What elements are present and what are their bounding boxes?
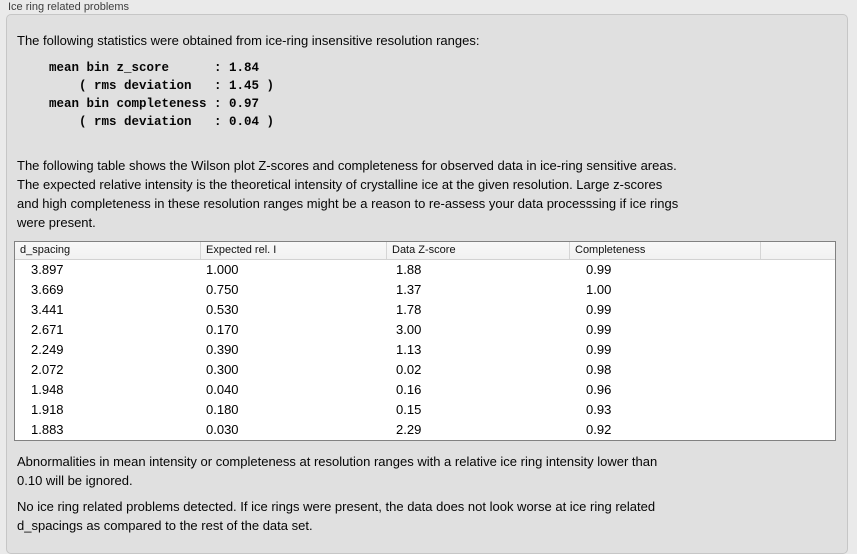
text-line: d_spacings as compared to the rest of th… [17, 518, 313, 533]
column-header-completeness[interactable]: Completeness [570, 242, 761, 259]
table-cell: 1.88 [396, 262, 422, 277]
table-cell: 1.78 [396, 302, 422, 317]
table-cell: 1.13 [396, 342, 422, 357]
table-row[interactable]: 2.249 0.390 1.13 0.99 [15, 340, 835, 360]
text-line: No ice ring related problems detected. I… [17, 499, 656, 514]
table-cell: 1.000 [206, 262, 239, 277]
ice-ring-panel: The following statistics were obtained f… [6, 14, 848, 554]
table-cell: 0.92 [586, 422, 612, 437]
table-body: 3.897 1.000 1.88 0.99 3.669 0.750 1.37 1.00 3.44… [15, 260, 835, 440]
table-cell: 0.170 [206, 322, 239, 337]
statistics-text: mean bin z_score : 1.84 ( rms deviation … [49, 61, 275, 129]
table-description: The following table shows the Wilson plo… [17, 156, 847, 232]
ice-ring-report-window: { "section": { "label": "Ice ring relate… [6, 1, 848, 554]
table-cell-empty [761, 300, 835, 320]
table-cell: 1.948 [31, 382, 64, 397]
table-cell-empty [761, 400, 835, 420]
section-title: Ice ring related problems [8, 1, 130, 13]
table-cell: 1.883 [31, 422, 64, 437]
table-cell: 3.669 [31, 282, 64, 297]
table-cell-empty [761, 320, 835, 340]
table-cell: 0.300 [206, 362, 239, 377]
table-cell: 0.750 [206, 282, 239, 297]
table-cell: 0.040 [206, 382, 239, 397]
table-row[interactable]: 3.441 0.530 1.78 0.99 [15, 300, 835, 320]
text-line: Abnormalities in mean intensity or compl… [17, 454, 658, 469]
text-line: The expected relative intensity is the t… [17, 177, 663, 192]
ignore-note: Abnormalities in mean intensity or compl… [17, 452, 847, 490]
table-cell: 0.99 [586, 322, 612, 337]
text-line: were present. [17, 215, 96, 230]
text-line: and high completeness in these resolutio… [17, 196, 679, 211]
text-line: The following table shows the Wilson plo… [17, 158, 677, 173]
table-row[interactable]: 2.671 0.170 3.00 0.99 [15, 320, 835, 340]
table-cell: 0.15 [396, 402, 422, 417]
table-row[interactable]: 2.072 0.300 0.02 0.98 [15, 360, 835, 380]
table-cell: 1.918 [31, 402, 64, 417]
table-row[interactable]: 1.918 0.180 0.15 0.93 [15, 400, 835, 420]
table-cell: 3.441 [31, 302, 64, 317]
table-cell: 0.02 [396, 362, 422, 377]
table-cell: 0.030 [206, 422, 239, 437]
table-cell: 0.98 [586, 362, 612, 377]
table-cell: 2.072 [31, 362, 64, 377]
table-cell: 2.671 [31, 322, 64, 337]
table-cell: 0.99 [586, 342, 612, 357]
conclusion-text: No ice ring related problems detected. I… [17, 497, 847, 535]
table-cell-empty [761, 380, 835, 400]
intro-text: The following statistics were obtained f… [17, 33, 480, 48]
table-cell: 0.96 [586, 382, 612, 397]
table-cell-empty [761, 260, 835, 280]
table-cell: 0.390 [206, 342, 239, 357]
column-header-empty[interactable] [761, 242, 835, 259]
column-header-d-spacing[interactable]: d_spacing [15, 242, 201, 259]
table-cell: 3.00 [396, 322, 422, 337]
table-row[interactable]: 1.883 0.030 2.29 0.92 [15, 420, 835, 440]
table-header-row: d_spacing Expected rel. I Data Z-score Comp… [15, 242, 835, 260]
table-cell: 1.37 [396, 282, 422, 297]
text-line: 0.10 will be ignored. [17, 473, 133, 488]
table-cell: 1.00 [586, 282, 612, 297]
table-cell: 0.180 [206, 402, 239, 417]
table-cell: 0.530 [206, 302, 239, 317]
table-cell: 0.99 [586, 302, 612, 317]
table-row[interactable]: 3.669 0.750 1.37 1.00 [15, 280, 835, 300]
column-header-data-z-score[interactable]: Data Z-score [387, 242, 570, 259]
table-cell-empty [761, 420, 835, 440]
table-row[interactable]: 3.897 1.000 1.88 0.99 [15, 260, 835, 280]
table-cell: 2.29 [396, 422, 422, 437]
table-cell: 0.99 [586, 262, 612, 277]
table-row[interactable]: 1.948 0.040 0.16 0.96 [15, 380, 835, 400]
table-cell: 0.16 [396, 382, 422, 397]
table-cell: 0.93 [586, 402, 612, 417]
column-header-expected-rel-i[interactable]: Expected rel. I [201, 242, 387, 259]
table-cell: 3.897 [31, 262, 64, 277]
ice-ring-table: d_spacing Expected rel. I Data Z-score Comp… [14, 241, 836, 441]
table-cell-empty [761, 340, 835, 360]
table-cell-empty [761, 360, 835, 380]
table-cell-empty [761, 280, 835, 300]
table-cell: 2.249 [31, 342, 64, 357]
